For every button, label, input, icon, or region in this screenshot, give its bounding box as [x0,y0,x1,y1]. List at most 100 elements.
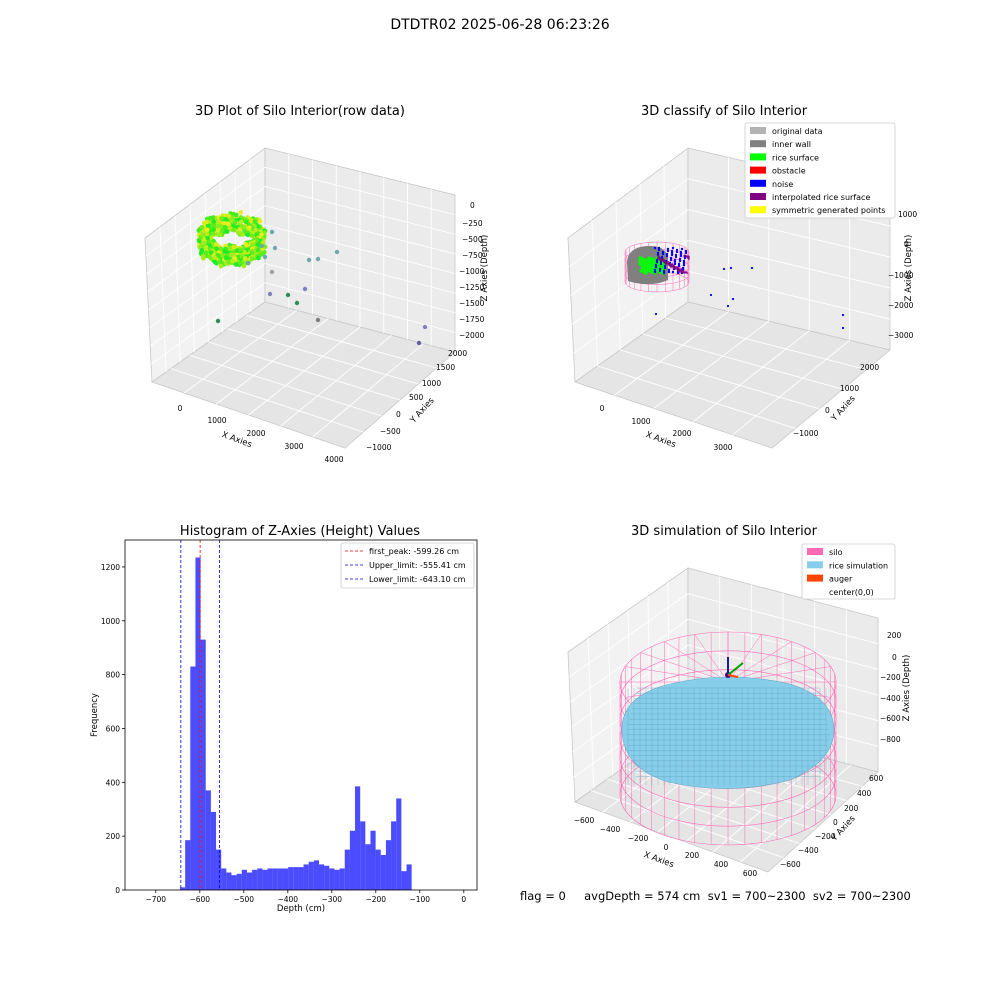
grid-line [597,365,796,429]
grid-line [614,311,729,396]
rice-simulation-surface [621,676,835,789]
raw-point [225,221,231,227]
histogram-bar [262,869,268,890]
raw-point [220,228,225,233]
raw-point [215,318,221,324]
raw-point [200,232,205,238]
histogram-bar [267,868,273,890]
raw-point [223,255,229,261]
noise-point [658,267,662,271]
histogram-bar [334,869,340,890]
noise-point [669,256,673,260]
noise-point [684,249,688,253]
raw-point [416,340,422,346]
p4-xlabel: X Axies [642,850,675,870]
rice-surface-point [644,258,648,262]
legend-label: rice simulation [829,561,888,570]
p4-ytick: 400 [857,789,872,798]
histogram-bar [226,872,232,890]
p4-xtick: −600 [574,816,595,825]
raw-point [241,263,247,269]
raw-point [200,254,206,259]
p2-xtick: 3000 [713,443,732,452]
raw-point [217,231,223,237]
histogram-bar [308,861,314,890]
p1-ytick: 2000 [448,349,467,358]
raw-point [242,249,247,255]
grid-line [687,209,891,258]
p1-ytick: −500 [380,427,401,436]
raw-point [205,227,210,233]
noise-point [673,258,677,262]
histogram-bar [313,860,319,890]
p1-ytick: 1500 [436,363,455,372]
rice-surface-point [640,266,644,270]
raw-point [244,219,249,225]
grid-line [615,201,621,351]
raw-point [200,240,206,246]
histogram-bar [205,790,211,890]
noise-point [674,255,678,259]
raw-point [243,242,249,247]
rice-surface-point [639,269,643,273]
p1-ytick: 0 [396,410,401,419]
histogram-bar [319,864,325,890]
noise-point [675,248,679,252]
noise-point [679,252,683,256]
noise-point [684,251,688,255]
raw-point [204,219,210,225]
x-tick-label: −400 [277,895,298,904]
noise-point [726,304,730,308]
auger-axis-x [727,674,739,678]
raw-point [218,223,224,229]
p4-xtick: −200 [628,834,649,843]
p4-ytick: 600 [869,774,884,783]
raw-point [210,223,216,228]
grid-line [148,224,266,311]
rice-surface-point [647,259,651,263]
raw-point [255,241,261,247]
histogram-legend: first_peak: -599.26 cm Upper_limit: -555.… [340,542,475,589]
silo-wire [664,641,729,683]
raw-point [210,231,216,236]
grid-line [732,340,850,436]
p1-ytick: −1000 [366,443,392,452]
raw-point [252,219,258,225]
noise-point [678,257,682,261]
figure-title: DTDTR02 2025-06-28 06:23:26 [390,17,610,33]
rice-surface-point [651,267,655,271]
histogram-bar [252,869,258,890]
histogram-bar [231,875,237,890]
interpolated-point [660,260,662,262]
p2-ztick: −1000 [888,271,914,280]
raw-point [302,286,308,292]
x-tick-label: −200 [365,895,386,904]
raw-point [217,219,222,225]
noise-point [653,270,657,274]
raw-point [269,229,275,235]
raw-point [212,259,217,265]
legend-label: original data [772,127,823,136]
raw-point [249,233,255,238]
legend-swatch [807,548,823,555]
raw-point [206,239,212,244]
interpolated-point [674,268,676,270]
raw-point [262,254,268,260]
noise-point [667,268,671,272]
histogram-bar [370,830,376,890]
y-tick-label: 200 [106,832,121,841]
p2-ytick: −1000 [793,429,819,438]
p2-legend: original data inner wall rice surface obsta… [744,122,896,219]
grid-line [623,767,816,830]
rice-surface-point [646,265,650,269]
p2-ytick: 0 [825,406,830,415]
p4-ytick: 200 [844,804,859,813]
histogram-bar [375,849,381,890]
p2-ztick: 0 [904,240,909,249]
raw-point [230,215,235,220]
raw-point [294,300,300,306]
interpolated-point [686,272,688,274]
raw-point [249,256,255,262]
rice-surface-point [639,256,643,260]
grid-line [590,790,784,859]
